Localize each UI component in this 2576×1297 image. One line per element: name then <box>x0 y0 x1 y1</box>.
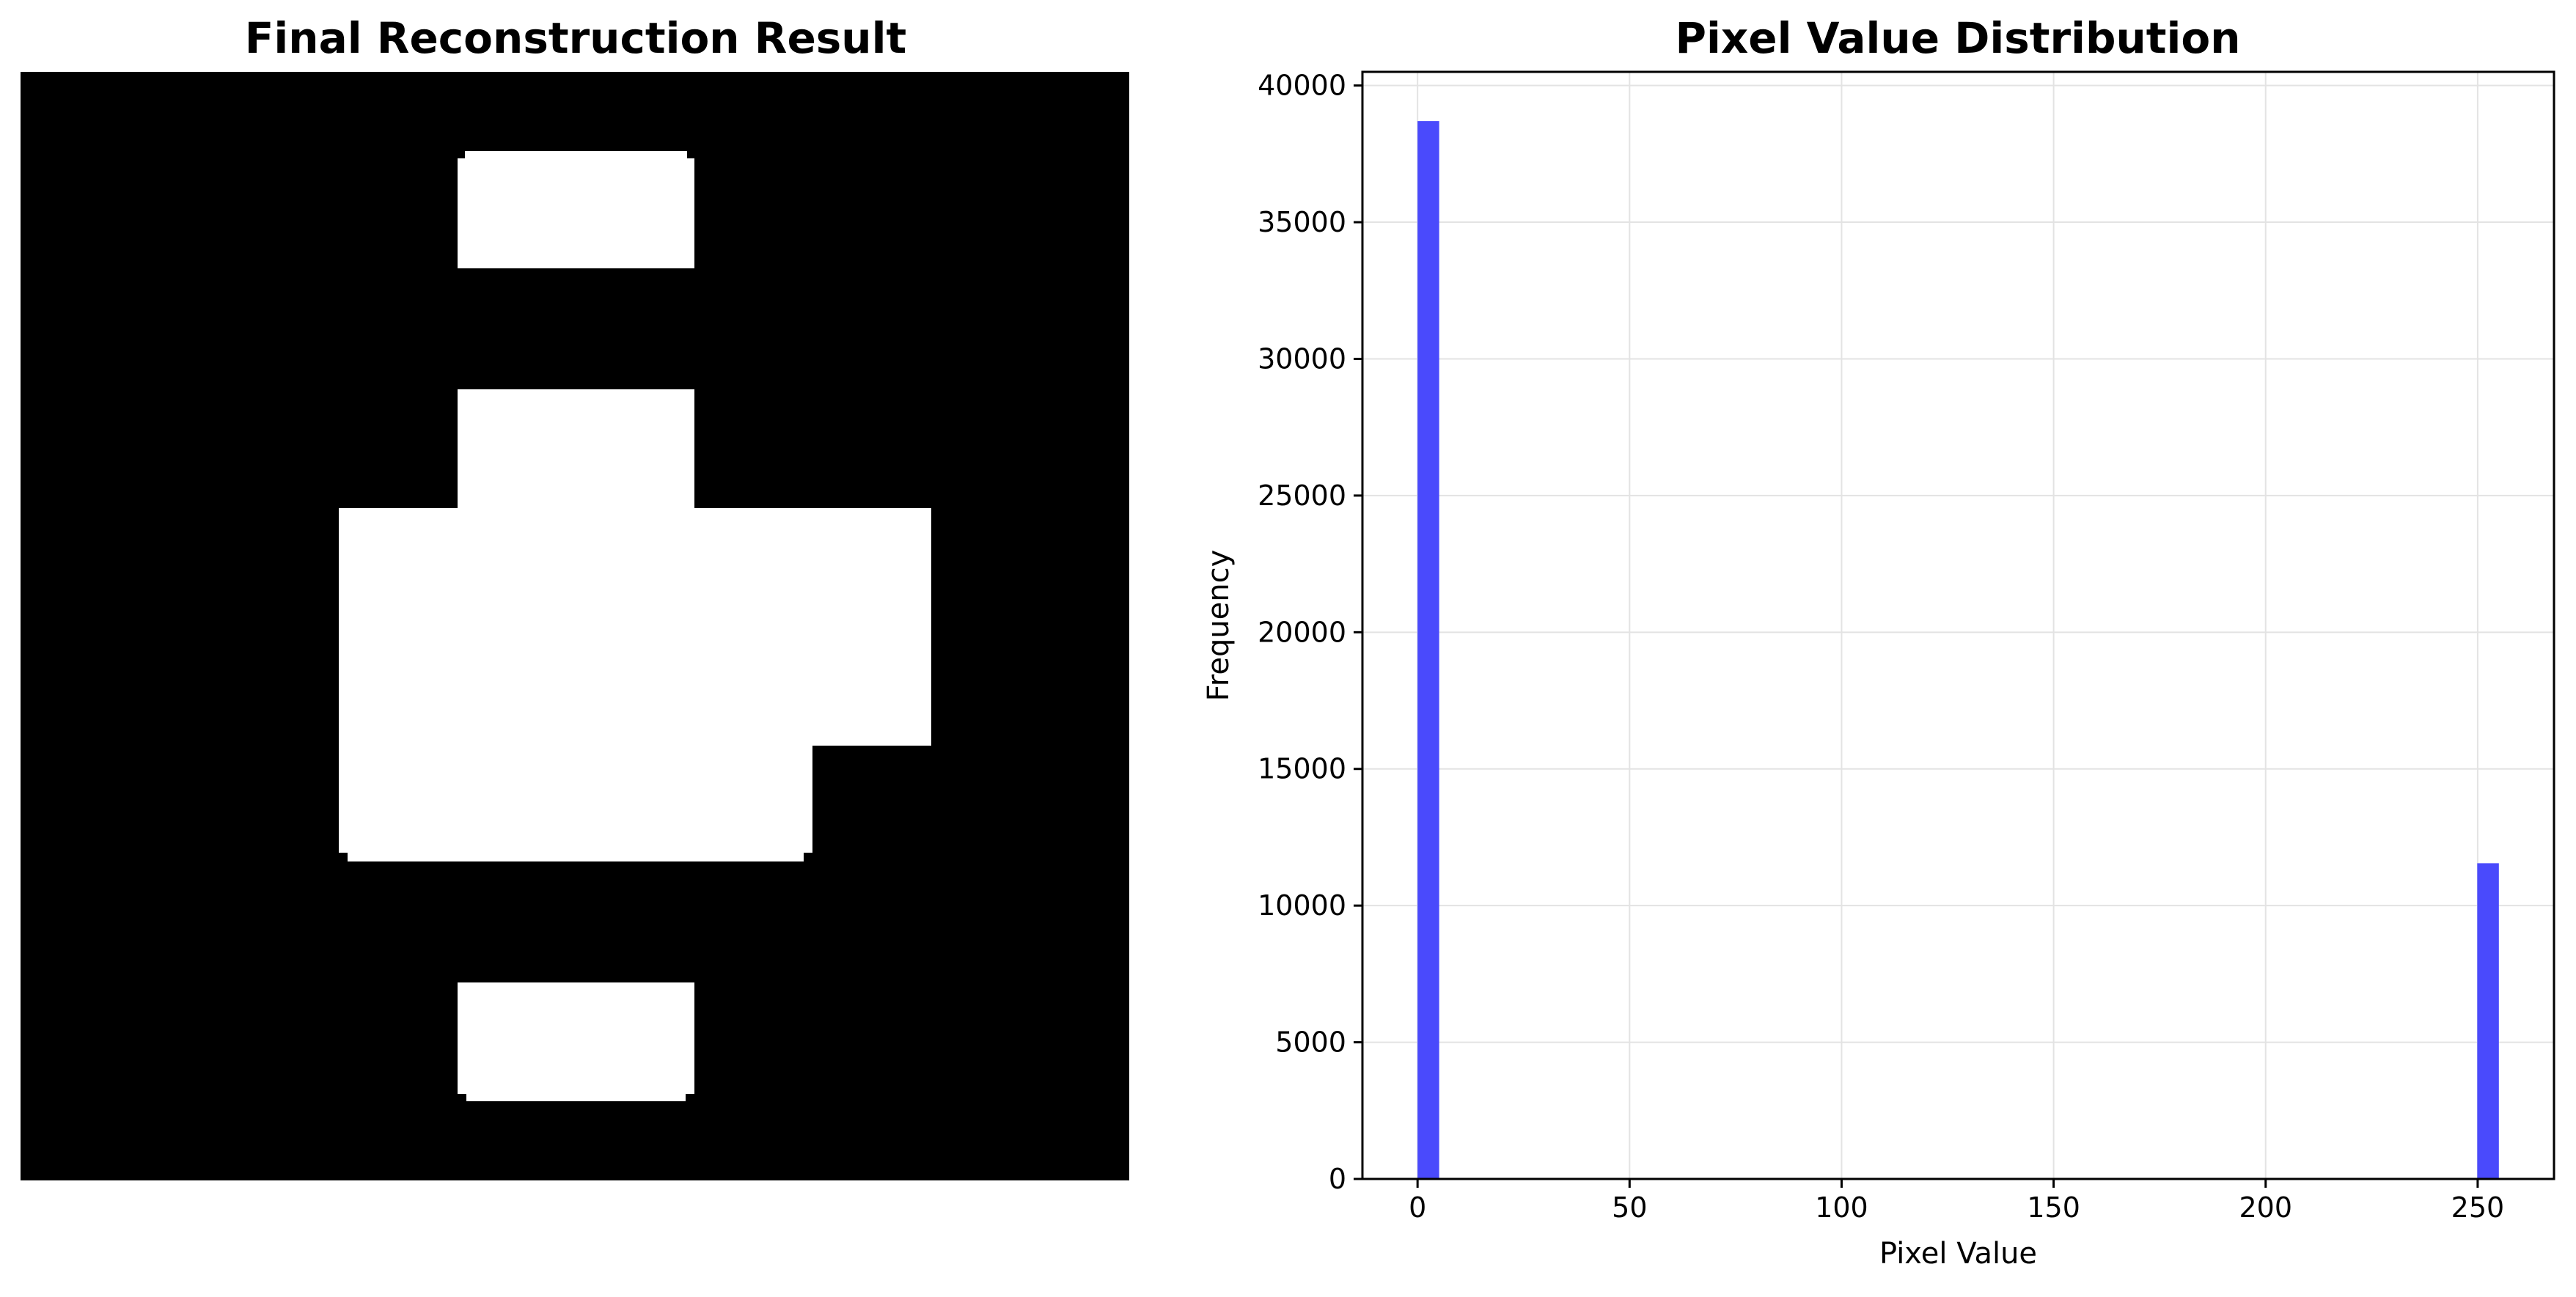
x-tick-label: 0 <box>1409 1191 1426 1224</box>
y-tick-label: 35000 <box>1258 206 1346 238</box>
reconstruction-title: Final Reconstruction Result <box>244 13 907 63</box>
corner-notches <box>339 151 812 1101</box>
y-tick-label: 0 <box>1329 1163 1346 1195</box>
upper-neck-block <box>458 389 694 508</box>
x-tick-label: 250 <box>2451 1191 2505 1224</box>
y-tick-label: 25000 <box>1258 480 1346 512</box>
y-tick-label: 5000 <box>1275 1026 1346 1059</box>
body-block-lower <box>339 746 812 861</box>
body-block-upper <box>339 508 931 746</box>
grid <box>1362 72 2554 1180</box>
y-tick-label: 15000 <box>1258 753 1346 785</box>
x-axis-label: Pixel Value <box>1879 1237 2037 1271</box>
y-tick-label: 40000 <box>1258 70 1346 102</box>
histogram-bar <box>1417 121 1439 1180</box>
y-tick-label: 10000 <box>1258 889 1346 922</box>
x-tick-label: 100 <box>1815 1191 1868 1224</box>
x-tick-label: 50 <box>1612 1191 1647 1224</box>
y-axis-label: Frequency <box>1202 550 1236 702</box>
histogram-bar <box>2477 863 2499 1179</box>
x-tick-label: 150 <box>2027 1191 2080 1224</box>
bottom-block <box>458 982 694 1101</box>
ticks: 0 50 100 150 200 250 0 5000 10000 15000 20000 25000… <box>1258 70 2504 1224</box>
plot-frame <box>1361 70 2555 1180</box>
y-tick-label: 20000 <box>1258 616 1346 648</box>
reconstruction-image <box>21 72 1129 1180</box>
top-block <box>458 151 694 268</box>
chart-title: Pixel Value Distribution <box>1675 13 2241 63</box>
image-shapes <box>339 151 931 1101</box>
bars <box>1417 121 2499 1180</box>
y-tick-label: 30000 <box>1258 342 1346 375</box>
x-tick-label: 200 <box>2239 1191 2292 1224</box>
